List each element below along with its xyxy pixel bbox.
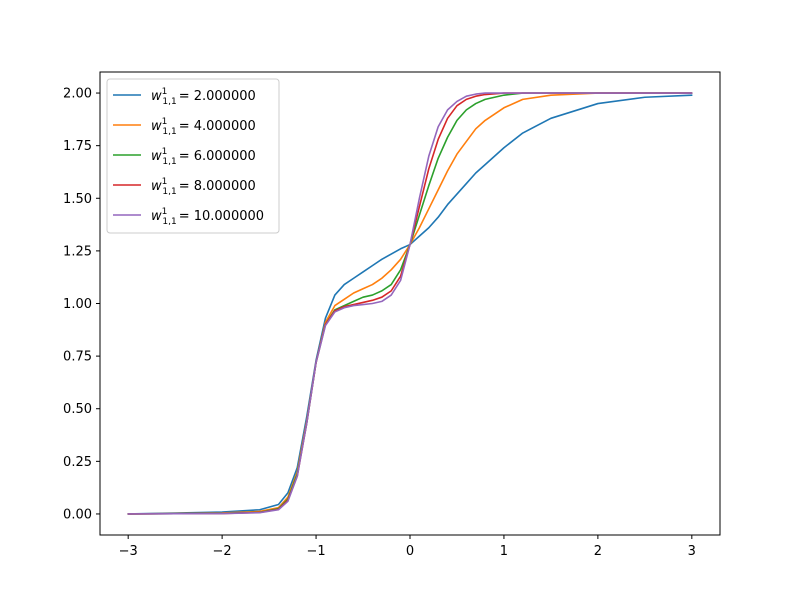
legend-label: w1 1,1 = 6.000000 xyxy=(151,147,256,167)
y-tick-label: 0.75 xyxy=(63,350,92,365)
x-tick-label: −2 xyxy=(213,544,232,559)
x-tick-label: 1 xyxy=(500,544,508,559)
x-tick-label: 0 xyxy=(406,544,414,559)
y-tick-label: 1.75 xyxy=(63,139,92,154)
legend-label: w1 1,1 = 8.000000 xyxy=(151,177,256,197)
x-tick-label: 3 xyxy=(688,544,696,559)
y-tick-label: 0.25 xyxy=(63,455,92,470)
legend-label: w1 1,1 = 4.000000 xyxy=(151,117,256,137)
y-tick-label: 0.00 xyxy=(63,507,92,522)
y-tick-label: 0.50 xyxy=(63,402,92,417)
x-tick-label: −3 xyxy=(119,544,138,559)
x-tick-label: −1 xyxy=(306,544,325,559)
y-tick-label: 2.00 xyxy=(63,87,92,102)
legend-label: w1 1,1 = 2.000000 xyxy=(151,87,256,107)
y-tick-label: 1.50 xyxy=(63,192,92,207)
series-line-4 xyxy=(127,92,693,515)
x-tick-label: 2 xyxy=(594,544,602,559)
y-axis: 0.00 0.25 0.50 0.75 1.00 1.25 1.50 1.75 2.00 xyxy=(63,87,100,522)
x-axis: −3 −2 −1 0 1 2 3 xyxy=(119,535,696,559)
legend: w1 1,1 = 2.000000 w1 1,1 = 4.000000 w1 1,1 = 6.0… xyxy=(106,78,280,234)
y-tick-label: 1.00 xyxy=(63,297,92,312)
series-line-0 xyxy=(127,94,693,515)
series-lines xyxy=(127,92,693,515)
legend-box xyxy=(106,78,280,234)
legend-label: w1 1,1 = 10.000000 xyxy=(151,207,264,227)
y-tick-label: 1.25 xyxy=(63,244,92,259)
